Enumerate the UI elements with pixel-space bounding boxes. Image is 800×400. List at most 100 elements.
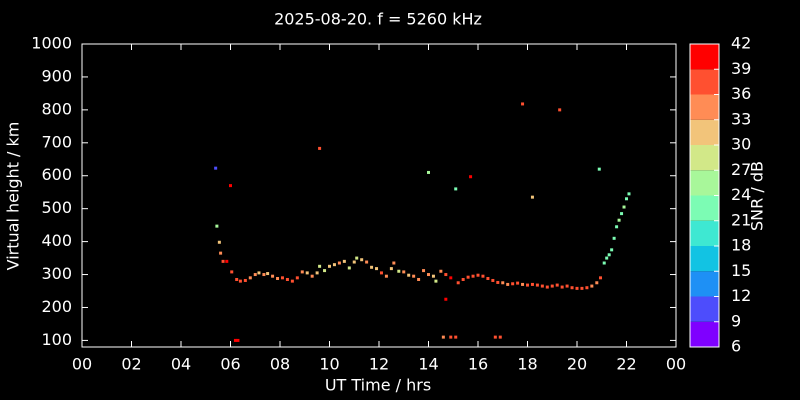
colorbar-band: [690, 94, 719, 120]
data-point: [332, 263, 336, 267]
chart-title: 2025-08-20. f = 5260 kHz: [274, 10, 482, 29]
data-point: [444, 297, 448, 301]
y-tick-label: 900: [41, 66, 72, 85]
data-point: [318, 264, 322, 268]
data-point: [219, 251, 223, 255]
data-point: [248, 276, 252, 280]
data-point: [402, 270, 406, 274]
data-point: [427, 170, 430, 174]
data-point: [521, 282, 525, 286]
data-point: [620, 212, 624, 216]
data-point: [417, 277, 421, 281]
data-point: [257, 271, 261, 275]
y-tick-label: 600: [41, 165, 72, 184]
x-tick-label: 22: [616, 355, 636, 374]
data-point: [454, 335, 458, 339]
data-point: [595, 281, 599, 285]
data-point: [375, 267, 379, 271]
y-tick-label: 1000: [31, 34, 72, 53]
x-tick-label: 00: [72, 355, 92, 374]
data-point: [323, 269, 327, 273]
colorbar-band: [690, 170, 719, 196]
data-point: [511, 282, 515, 286]
data-point: [238, 279, 242, 283]
data-point: [580, 286, 584, 290]
colorbar-label: SNR / dB: [748, 161, 767, 231]
x-tick-label: 06: [220, 355, 240, 374]
colorbar-tick-label: 15: [731, 261, 751, 280]
colorbar-band: [690, 321, 719, 347]
data-point: [481, 274, 485, 278]
data-point: [560, 285, 564, 289]
colorbar-tick-label: 9: [731, 311, 741, 330]
data-point: [342, 259, 346, 263]
y-tick-label: 100: [41, 330, 72, 349]
data-point: [290, 279, 294, 283]
x-tick-label: 04: [171, 355, 191, 374]
x-tick-label: 16: [468, 355, 488, 374]
data-point: [535, 283, 539, 287]
data-point: [622, 205, 626, 209]
data-point: [545, 285, 549, 289]
data-point: [570, 286, 574, 290]
colorbar-band: [690, 69, 719, 95]
data-point: [540, 284, 544, 288]
data-point: [590, 284, 594, 288]
data-point: [441, 335, 445, 339]
colorbar-tick-label: 12: [731, 286, 751, 305]
data-point: [476, 273, 480, 277]
data-point: [355, 256, 359, 260]
data-point: [555, 283, 559, 287]
colorbar-band: [690, 145, 719, 171]
data-point: [558, 108, 562, 112]
data-point: [550, 284, 554, 288]
colorbar-tick-label: 24: [731, 185, 751, 204]
data-point: [471, 274, 475, 278]
colorbar-tick-label: 42: [731, 34, 751, 53]
colorbar-band: [690, 246, 719, 272]
y-axis-label: Virtual height / km: [4, 122, 23, 271]
data-point: [427, 273, 430, 277]
data-point: [526, 283, 529, 287]
colorbar-tick-label: 39: [731, 59, 751, 78]
data-point: [434, 279, 438, 283]
x-tick-label: 08: [270, 355, 290, 374]
data-point: [230, 270, 234, 274]
y-tick-label: 500: [41, 198, 72, 217]
data-point: [496, 280, 500, 284]
data-point: [370, 265, 374, 269]
data-point: [214, 166, 218, 170]
data-point: [607, 253, 611, 257]
colorbar-tick-label: 30: [731, 135, 751, 154]
data-point: [461, 277, 465, 281]
data-point: [276, 276, 280, 280]
colorbar-band: [690, 271, 719, 297]
data-point: [315, 271, 319, 275]
data-point: [221, 259, 225, 263]
x-tick-label: 14: [418, 355, 438, 374]
colorbar-tick-label: 27: [731, 160, 751, 179]
data-point: [229, 184, 232, 188]
y-tick-label: 200: [41, 297, 72, 316]
colorbar-tick-label: 36: [731, 84, 751, 103]
data-point: [501, 281, 505, 285]
x-tick-label: 10: [319, 355, 339, 374]
data-point: [506, 282, 510, 286]
data-point: [439, 269, 443, 273]
data-point: [617, 218, 621, 222]
data-point: [225, 259, 229, 263]
data-point: [328, 264, 331, 268]
data-point: [295, 276, 299, 280]
data-point: [599, 276, 603, 280]
data-point: [602, 261, 606, 265]
data-point: [379, 271, 383, 275]
data-point: [491, 278, 495, 282]
data-point: [389, 267, 393, 271]
data-point: [347, 266, 351, 270]
y-tick-label: 300: [41, 264, 72, 283]
data-point: [253, 273, 257, 277]
y-tick-label: 800: [41, 99, 72, 118]
data-point: [412, 274, 416, 278]
data-point: [271, 274, 275, 278]
